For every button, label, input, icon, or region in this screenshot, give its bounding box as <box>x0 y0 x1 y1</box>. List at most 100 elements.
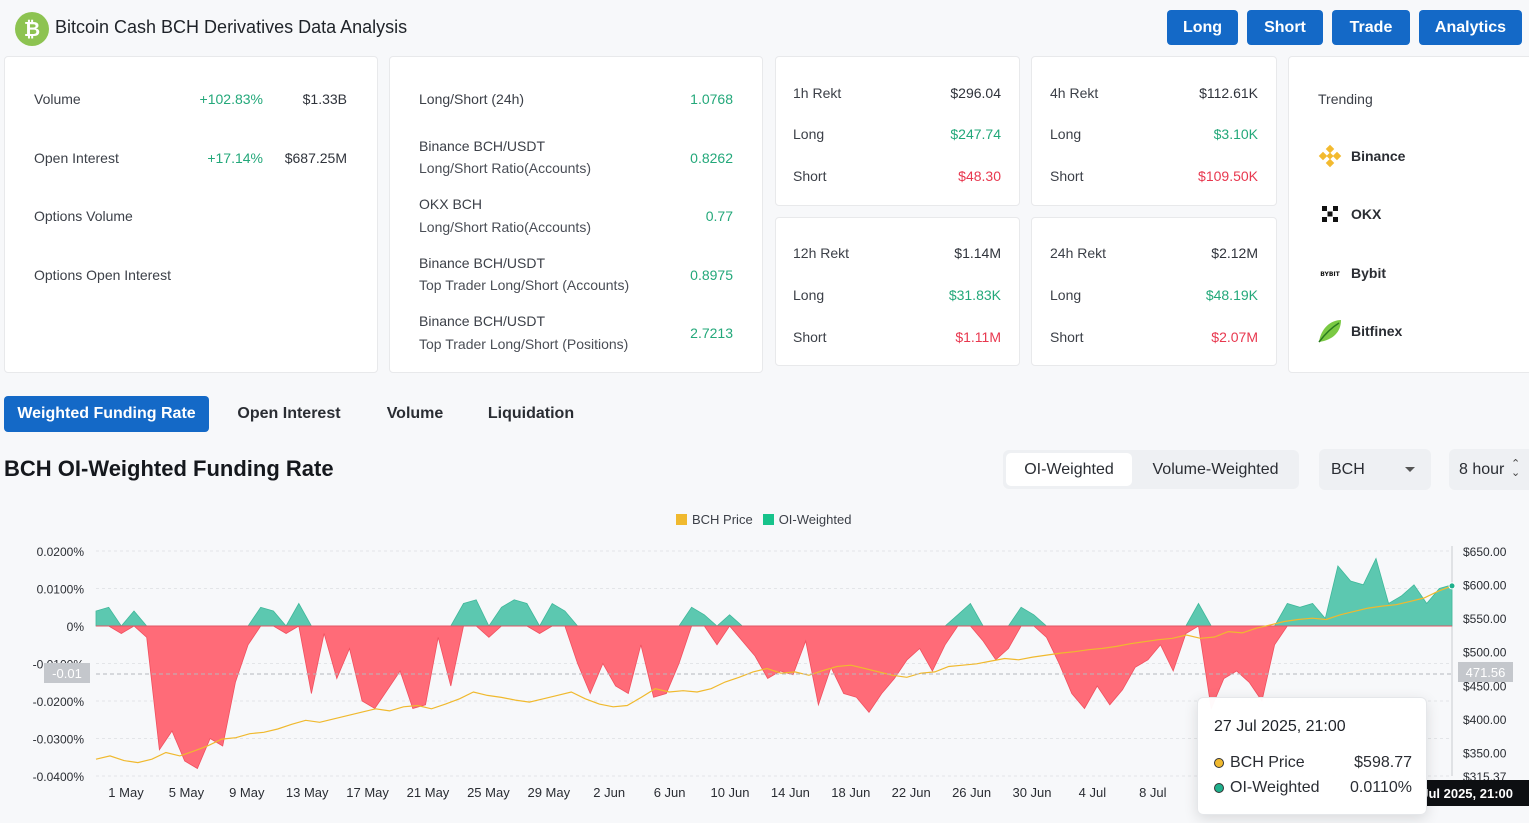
rekt-24h-long: $48.19K <box>1205 287 1258 303</box>
crosshair-rate-tag: -0.01 <box>44 663 90 683</box>
long-short-ratio-card: Long/Short (24h) 1.0768 Binance BCH/USDT… <box>389 56 763 373</box>
y-right-tick-label: $350.00 <box>1463 746 1507 760</box>
rekt-24h-card: 24h Rekt $2.12M Long $48.19K Short $2.07… <box>1031 217 1277 366</box>
x-tick-label: 5 May <box>169 785 205 800</box>
oi-weighted-toggle[interactable]: OI-Weighted <box>1006 453 1132 486</box>
x-tick-label: 21 May <box>407 785 450 800</box>
y-left-tick-label: -0.0400% <box>33 770 85 784</box>
analytics-button[interactable]: Analytics <box>1419 10 1522 45</box>
binance-top-positions-subtitle: Top Trader Long/Short (Positions) <box>419 336 629 352</box>
trade-button[interactable]: Trade <box>1332 10 1410 45</box>
y-left-tick-label: 0.0100% <box>37 583 85 597</box>
x-tick-label: 18 Jun <box>831 785 870 800</box>
okx-ratio-subtitle: Long/Short Ratio(Accounts) <box>419 219 591 235</box>
rekt-4h-long-label: Long <box>1050 126 1082 142</box>
okx-ratio-title: OKX BCH <box>419 196 483 212</box>
binance-ratio-subtitle: Long/Short Ratio(Accounts) <box>419 160 591 176</box>
x-tick-label: 14 Jun <box>771 785 810 800</box>
x-tick-label: 17 May <box>346 785 389 800</box>
chart-title: BCH OI-Weighted Funding Rate <box>4 456 334 481</box>
chevron-down-icon <box>1405 467 1415 472</box>
x-tick-label: 22 Jun <box>892 785 931 800</box>
rekt-12h-short: $1.11M <box>955 329 1001 345</box>
volume-value: $1.33B <box>302 91 347 107</box>
rekt-12h-long: $31.83K <box>948 287 1001 303</box>
open-interest-value: $687.25M <box>284 150 347 166</box>
volume-weighted-toggle[interactable]: Volume-Weighted <box>1152 460 1279 478</box>
coin-select[interactable]: BCH <box>1319 449 1431 490</box>
binance-icon <box>1317 143 1343 169</box>
open-interest-change: +17.14% <box>207 150 263 166</box>
binance-ratio-value: 0.8262 <box>690 150 733 166</box>
overview-card: Volume +102.83% $1.33B Open Interest +17… <box>4 56 378 373</box>
y-left-tick-label: -0.0200% <box>33 695 85 709</box>
tooltip-price-label: BCH Price <box>1230 754 1305 771</box>
y-right-tick-label: $600.00 <box>1463 579 1507 593</box>
x-tick-label: 10 Jun <box>710 785 749 800</box>
tab-weighted-funding-rate[interactable]: Weighted Funding Rate <box>4 396 209 432</box>
svg-text:₿: ₿ <box>24 17 40 41</box>
tooltip-date: 27 Jul 2025, 21:00 <box>1214 718 1346 735</box>
okx-icon <box>1317 201 1343 227</box>
rekt-4h-short-label: Short <box>1050 168 1084 184</box>
x-tick-label: 9 May <box>229 785 265 800</box>
interval-select[interactable]: 8 hour ⌃ ⌄ <box>1449 449 1529 490</box>
rekt-12h-total: $1.14M <box>954 245 1001 261</box>
okx-ratio-value: 0.77 <box>705 208 733 224</box>
rekt-24h-short-label: Short <box>1050 329 1084 345</box>
trending-okx[interactable]: OKX <box>1317 201 1381 227</box>
coin-select-value: BCH <box>1331 460 1365 478</box>
bitfinex-icon <box>1317 318 1343 344</box>
legend-bch-price[interactable]: BCH Price <box>676 512 753 527</box>
tooltip-price-row: BCH Price $598.77 <box>1214 754 1412 772</box>
trending-bitfinex[interactable]: Bitfinex <box>1317 318 1402 344</box>
short-button[interactable]: Short <box>1247 10 1323 45</box>
binance-top-accounts-title: Binance BCH/USDT <box>419 255 546 271</box>
trending-label: Trending <box>1318 91 1373 107</box>
x-tick-label: 30 Jun <box>1012 785 1051 800</box>
tooltip-rate-value: 0.0110% <box>1350 779 1412 796</box>
tab-volume[interactable]: Volume <box>386 405 444 422</box>
tab-open-interest[interactable]: Open Interest <box>237 405 341 422</box>
interval-select-value: 8 hour <box>1459 460 1505 478</box>
y-right-tick-label: $400.00 <box>1463 713 1507 727</box>
x-tick-label: 25 May <box>467 785 510 800</box>
trending-bybit[interactable]: BYBIT Bybit <box>1317 260 1386 286</box>
volume-label: Volume <box>34 91 81 107</box>
x-tick-label: 6 Jun <box>654 785 686 800</box>
weighting-toggle: OI-Weighted Volume-Weighted <box>1003 450 1299 489</box>
long-short-24h-label: Long/Short (24h) <box>419 91 525 107</box>
rekt-12h-long-label: Long <box>793 287 825 303</box>
trending-binance[interactable]: Binance <box>1317 143 1405 169</box>
rekt-12h-label: 12h Rekt <box>793 245 850 261</box>
y-right-tick-label: $500.00 <box>1463 646 1507 660</box>
x-tick-label: 4 Jul <box>1079 785 1107 800</box>
latest-point-marker <box>1448 582 1456 590</box>
y-left-tick-label: 0% <box>67 620 85 634</box>
y-left-tick-label: -0.0300% <box>33 733 85 747</box>
rekt-1h-total: $296.04 <box>950 85 1001 101</box>
chart-tooltip: 27 Jul 2025, 21:00 BCH Price $598.77 OI-… <box>1197 697 1427 815</box>
open-interest-label: Open Interest <box>34 150 119 166</box>
trending-binance-label: Binance <box>1351 148 1406 164</box>
rekt-24h-label: 24h Rekt <box>1050 245 1107 261</box>
binance-ratio-title: Binance BCH/USDT <box>419 138 546 154</box>
page-title: Bitcoin Cash BCH Derivatives Data Analys… <box>55 17 408 37</box>
long-button[interactable]: Long <box>1167 10 1238 45</box>
binance-top-positions-title: Binance BCH/USDT <box>419 313 546 329</box>
trending-bybit-label: Bybit <box>1351 265 1386 281</box>
legend-oi-weighted[interactable]: OI-Weighted <box>762 512 851 527</box>
options-open-interest-label: Options Open Interest <box>34 267 171 283</box>
rekt-24h-short: $2.07M <box>1211 329 1258 345</box>
tooltip-rate-row: OI-Weighted 0.0110% <box>1214 779 1412 797</box>
tab-liquidation[interactable]: Liquidation <box>487 405 575 422</box>
page-header: ₿ Bitcoin Cash BCH Derivatives Data Anal… <box>0 0 1529 56</box>
stepper-icon: ⌃ ⌄ <box>1511 458 1521 479</box>
rekt-24h-total: $2.12M <box>1211 245 1258 261</box>
rekt-1h-long-label: Long <box>793 126 825 142</box>
crosshair-price-tag: 471.56 <box>1458 662 1513 682</box>
volume-change: +102.83% <box>199 91 263 107</box>
x-tick-label: 1 May <box>108 785 144 800</box>
rekt-12h-short-label: Short <box>793 329 827 345</box>
trending-okx-label: OKX <box>1351 206 1382 222</box>
